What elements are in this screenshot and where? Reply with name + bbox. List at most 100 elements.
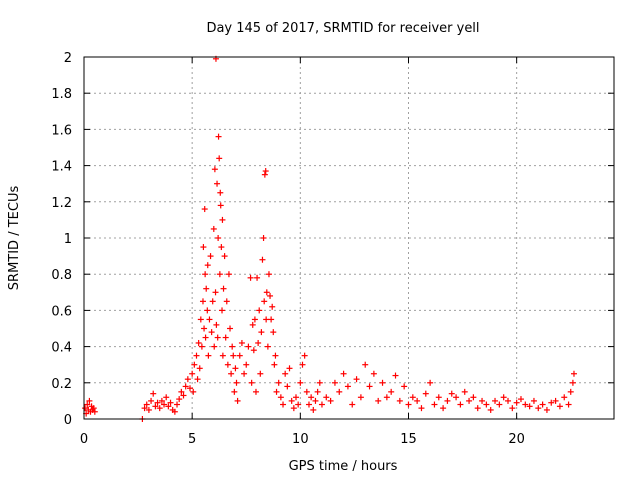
data-point (217, 202, 224, 209)
data-point (234, 397, 241, 404)
data-point (269, 303, 276, 310)
data-point (219, 352, 226, 359)
data-point (297, 379, 304, 386)
data-point (82, 405, 89, 412)
data-point (483, 401, 490, 408)
data-point (209, 298, 216, 305)
data-point (492, 397, 499, 404)
data-point (362, 361, 369, 368)
x-tick-label: 0 (80, 432, 88, 447)
data-point (202, 334, 209, 341)
data-point (272, 352, 279, 359)
data-point (427, 379, 434, 386)
data-point (500, 394, 507, 401)
data-point (422, 390, 429, 397)
data-point (256, 307, 263, 314)
data-point (213, 321, 220, 328)
data-point (267, 292, 274, 299)
data-point (84, 401, 91, 408)
data-point (204, 262, 211, 269)
data-point (556, 403, 563, 410)
data-point (259, 256, 266, 263)
data-point (505, 397, 511, 404)
data-point (522, 401, 529, 408)
data-point (257, 370, 264, 377)
data-point (211, 343, 218, 350)
y-tick-label: 1.6 (51, 123, 72, 138)
data-point (565, 401, 572, 408)
data-point (535, 405, 542, 412)
data-point (295, 401, 302, 408)
data-point (299, 361, 306, 368)
data-point (236, 352, 243, 359)
data-point (141, 405, 148, 412)
data-point (211, 166, 218, 173)
data-point (258, 329, 265, 336)
data-point (243, 361, 250, 368)
data-point (308, 394, 315, 401)
data-point (293, 394, 299, 401)
data-point (261, 298, 268, 305)
data-point (231, 388, 238, 395)
data-point (182, 383, 189, 390)
y-tick-label: 2 (64, 51, 72, 66)
data-point (189, 370, 196, 377)
data-point (392, 372, 399, 379)
data-point (280, 401, 287, 408)
y-tick-labels: 0 0.2 0.4 0.6 0.8 1 1.2 1.4 1.6 1.8 2 (51, 51, 72, 428)
data-point (252, 388, 259, 395)
data-point (190, 388, 197, 395)
data-point (254, 274, 261, 281)
data-point (219, 216, 226, 223)
data-point (517, 396, 524, 403)
data-point (156, 405, 163, 412)
data-point (327, 397, 334, 404)
data-point (220, 285, 227, 292)
data-point (219, 307, 226, 314)
data-point (195, 339, 202, 346)
x-tick-label: 20 (508, 432, 525, 447)
x-tick-label: 10 (292, 432, 309, 447)
data-point (303, 388, 310, 395)
data-point (466, 397, 473, 404)
data-point (205, 352, 212, 359)
data-point (204, 307, 211, 314)
data-point (288, 397, 295, 404)
y-tick-label: 0.2 (51, 377, 72, 392)
data-point (201, 325, 208, 332)
data-point (228, 370, 235, 377)
data-point (210, 225, 217, 232)
data-point (148, 397, 155, 404)
data-point (275, 379, 282, 386)
data-point (214, 180, 221, 187)
data-point (379, 379, 386, 386)
data-point (238, 339, 245, 346)
x-tick-label: 15 (400, 432, 417, 447)
data-point (314, 388, 321, 395)
data-point (331, 379, 338, 386)
data-point (145, 406, 152, 413)
data-point (265, 271, 272, 278)
data-point (318, 401, 325, 408)
data-point (214, 334, 221, 341)
data-point (405, 401, 412, 408)
data-point (202, 271, 209, 278)
data-point (222, 334, 229, 341)
data-point (383, 394, 390, 401)
data-point (227, 325, 234, 332)
data-point (344, 383, 351, 390)
data-point (262, 168, 269, 175)
data-point (248, 379, 255, 386)
data-point (457, 401, 464, 408)
data-point (249, 321, 256, 328)
data-point (171, 408, 178, 415)
data-point (180, 392, 187, 399)
data-point (255, 339, 262, 346)
data-point (284, 383, 291, 390)
data-point (196, 365, 203, 372)
data-point (273, 388, 280, 395)
data-point (206, 316, 213, 323)
data-point (310, 406, 317, 413)
data-point (370, 370, 377, 377)
data-point (366, 383, 373, 390)
